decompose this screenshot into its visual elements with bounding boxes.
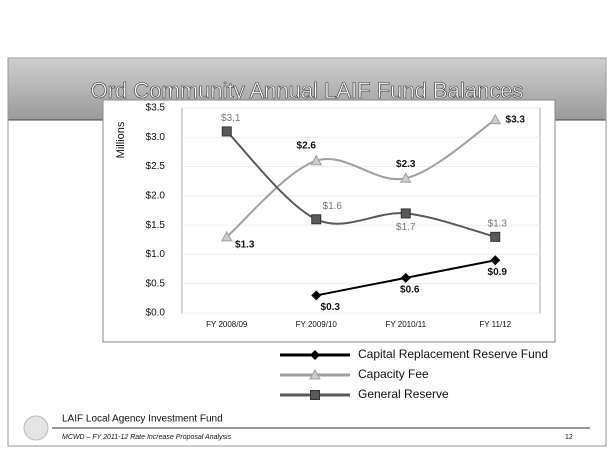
marker — [310, 154, 323, 166]
data-label: $0.6 — [400, 284, 420, 295]
data-label: $2.3 — [396, 159, 416, 170]
y-tick-label: $1.5 — [146, 220, 166, 231]
logo — [23, 415, 49, 441]
y-tick-label: $1.0 — [146, 249, 166, 260]
x-tick-label: FY 2008/09 — [206, 320, 248, 329]
marker — [311, 290, 322, 301]
marker — [221, 126, 232, 137]
slide-frame — [7, 57, 607, 447]
marker — [309, 368, 321, 380]
series-line — [226, 118, 496, 238]
marker — [400, 208, 411, 219]
legend-label: General Reserve — [358, 387, 449, 401]
y-tick-label: $0.0 — [146, 308, 166, 319]
marker — [220, 230, 233, 242]
marker — [490, 231, 501, 242]
y-tick-label: $3.5 — [146, 103, 166, 114]
marker — [489, 113, 502, 125]
marker — [399, 172, 412, 183]
y-tick-label: $2.0 — [146, 190, 166, 201]
data-label: $3.3 — [506, 114, 526, 125]
data-label: $1.6 — [323, 201, 343, 212]
x-tick-label: FY 2009/10 — [296, 320, 338, 329]
y-tick-label: $0.5 — [146, 278, 166, 289]
marker — [400, 272, 411, 283]
page-number: 12 — [565, 434, 573, 441]
legend-label: Capacity Fee — [358, 367, 429, 381]
series-line — [226, 130, 496, 238]
y-tick-label: $3.0 — [146, 132, 166, 143]
slide-title: Ord Community Annual LAIF Fund Balances — [91, 78, 524, 103]
data-label: $3.1 — [221, 113, 241, 124]
footer-text: MCWD – FY 2011-12 Rate Increase Proposal… — [62, 434, 232, 441]
marker — [490, 255, 501, 266]
y-tick-label: $2.5 — [146, 161, 166, 172]
legend-label: Capital Replacement Reserve Fund — [358, 347, 548, 361]
marker — [311, 214, 322, 225]
x-tick-label: FY 11/12 — [479, 320, 511, 329]
y-axis-label: Millions — [115, 121, 127, 158]
marker — [310, 390, 320, 400]
data-label: $2.6 — [297, 140, 317, 151]
marker — [310, 350, 320, 360]
data-label: $0.9 — [488, 267, 508, 278]
data-label: $0.3 — [321, 302, 341, 313]
footnote: LAIF Local Agency Investment Fund — [62, 414, 223, 425]
data-label: $1.3 — [488, 218, 508, 229]
x-tick-label: FY 2010/11 — [385, 320, 426, 329]
chart-frame — [102, 99, 556, 343]
data-label: $1.3 — [235, 239, 255, 250]
data-label: $1.7 — [396, 222, 416, 233]
